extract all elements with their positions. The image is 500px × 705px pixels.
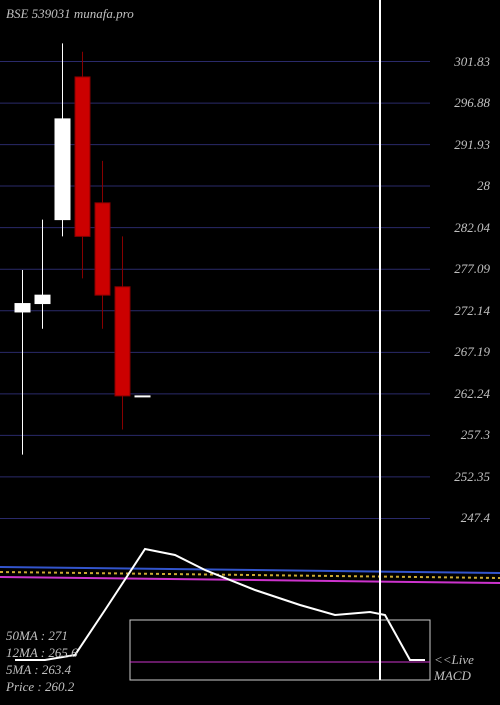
info-line: 50MA : 271 xyxy=(6,628,68,644)
chart-container: BSE 539031 munafa.pro 301.83 296.88 291.93… xyxy=(0,0,500,700)
chart-svg xyxy=(0,0,500,700)
y-axis-label: 252.35 xyxy=(454,469,490,485)
y-axis-label: 282.04 xyxy=(454,220,490,236)
y-axis-label: 301.83 xyxy=(454,54,490,70)
y-axis-label: 267.19 xyxy=(454,344,490,360)
y-axis-label: 257.3 xyxy=(461,427,490,443)
macd-label: MACD xyxy=(434,668,471,684)
info-line: 5MA : 263.4 xyxy=(6,662,71,678)
y-axis-label: 291.93 xyxy=(454,137,490,153)
chart-title: BSE 539031 munafa.pro xyxy=(6,6,134,22)
y-axis-label: 296.88 xyxy=(454,95,490,111)
y-axis-label: 277.09 xyxy=(454,261,490,277)
info-line: Price : 260.2 xyxy=(6,679,74,695)
y-axis-label: 28 xyxy=(477,178,490,194)
y-axis-label: 247.4 xyxy=(461,510,490,526)
y-axis-label: 272.14 xyxy=(454,303,490,319)
y-axis-label: 262.24 xyxy=(454,386,490,402)
info-line: 12MA : 265.6 xyxy=(6,645,78,661)
macd-live-label: <<Live xyxy=(434,652,474,668)
